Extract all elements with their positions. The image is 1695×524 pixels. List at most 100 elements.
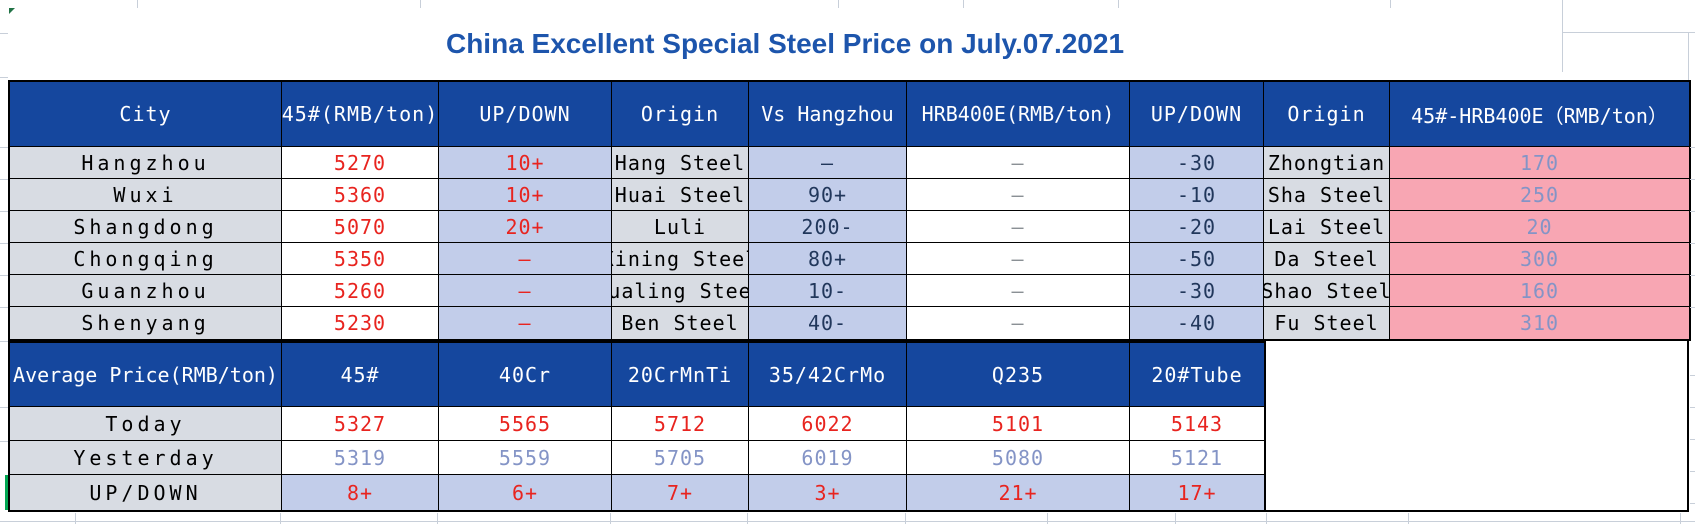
cell-45-origin[interactable]: Xining Steel — [612, 243, 749, 275]
cell-45-updown[interactable]: 20+ — [439, 211, 612, 243]
cell-city[interactable]: Wuxi — [10, 179, 282, 211]
empty-region[interactable] — [1266, 341, 1689, 512]
cell-diff[interactable]: 250 — [1390, 179, 1689, 211]
cell-row-label[interactable]: UP/DOWN — [10, 475, 282, 510]
cell-vs-hangzhou[interactable]: 80+ — [749, 243, 907, 275]
gridline — [1690, 243, 1695, 244]
cell-hrb400e-updown[interactable]: -20 — [1130, 211, 1264, 243]
cell-average-value[interactable]: 6022 — [749, 407, 907, 441]
header-average-price[interactable]: Average Price(RMB/ton) — [10, 343, 282, 407]
cell-average-value[interactable]: 3+ — [749, 475, 907, 510]
header-35-42crmo[interactable]: 35/42CrMo — [749, 343, 907, 407]
cell-45-price[interactable]: 5360 — [282, 179, 439, 211]
cell-average-value[interactable]: 5559 — [439, 441, 612, 475]
header-q235[interactable]: Q235 — [907, 343, 1130, 407]
cell-average-value[interactable]: 5121 — [1130, 441, 1264, 475]
header-hrb400e-price[interactable]: HRB400E(RMB/ton) — [907, 82, 1130, 147]
cell-hrb400e-price[interactable]: – — [907, 307, 1130, 339]
cell-hrb400e-price[interactable]: – — [907, 179, 1130, 211]
cell-45-price[interactable]: 5260 — [282, 275, 439, 307]
cell-diff[interactable]: 300 — [1390, 243, 1689, 275]
cell-45-updown[interactable]: – — [439, 307, 612, 339]
gridline — [0, 211, 8, 212]
gridline — [0, 407, 8, 408]
cell-hrb400e-origin[interactable]: Sha Steel — [1264, 179, 1390, 211]
header-diff-45-hrb400e[interactable]: 45#-HRB400E（RMB/ton） — [1390, 82, 1689, 147]
cell-hrb400e-origin[interactable]: Da Steel — [1264, 243, 1390, 275]
cell-average-value[interactable]: 21+ — [907, 475, 1130, 510]
cell-hrb400e-updown[interactable]: -30 — [1130, 147, 1264, 179]
gridline — [1680, 513, 1681, 524]
cell-45-price[interactable]: 5350 — [282, 243, 439, 275]
gridline — [0, 307, 8, 308]
cell-hrb400e-price[interactable]: – — [907, 147, 1130, 179]
header-origin-45[interactable]: Origin — [612, 82, 749, 147]
header-20tube[interactable]: 20#Tube — [1130, 343, 1264, 407]
cell-error-indicator-icon — [9, 8, 15, 14]
cell-average-value[interactable]: 5080 — [907, 441, 1130, 475]
cell-city[interactable]: Hangzhou — [10, 147, 282, 179]
cell-45-price[interactable]: 5070 — [282, 211, 439, 243]
cell-hrb400e-origin[interactable]: Lai Steel — [1264, 211, 1390, 243]
cell-hrb400e-updown[interactable]: -10 — [1130, 179, 1264, 211]
cell-45-updown[interactable]: 10+ — [439, 179, 612, 211]
cell-45-price[interactable]: 5230 — [282, 307, 439, 339]
header-vs-hangzhou[interactable]: Vs Hangzhou — [749, 82, 907, 147]
cell-hrb400e-updown[interactable]: -30 — [1130, 275, 1264, 307]
cell-hrb400e-origin[interactable]: Zhongtian — [1264, 147, 1390, 179]
cell-45-updown[interactable]: – — [439, 243, 612, 275]
cell-average-value[interactable]: 5565 — [439, 407, 612, 441]
cell-average-value[interactable]: 5319 — [282, 441, 439, 475]
cell-vs-hangzhou[interactable]: 200- — [749, 211, 907, 243]
cell-45-origin[interactable]: Ben Steel — [612, 307, 749, 339]
cell-vs-hangzhou[interactable]: 10- — [749, 275, 907, 307]
header-45[interactable]: 45# — [282, 343, 439, 407]
header-45-price[interactable]: 45#(RMB/ton) — [282, 82, 439, 147]
cell-diff[interactable]: 20 — [1390, 211, 1689, 243]
cell-45-updown[interactable]: – — [439, 275, 612, 307]
cell-diff[interactable]: 310 — [1390, 307, 1689, 339]
cell-vs-hangzhou[interactable]: 40- — [749, 307, 907, 339]
cell-vs-hangzhou[interactable]: 90+ — [749, 179, 907, 211]
cell-diff[interactable]: 160 — [1390, 275, 1689, 307]
cell-diff[interactable]: 170 — [1390, 147, 1689, 179]
cell-row-label[interactable]: Yesterday — [10, 441, 282, 475]
cell-vs-hangzhou[interactable]: – — [749, 147, 907, 179]
cell-average-value[interactable]: 17+ — [1130, 475, 1264, 510]
cell-average-value[interactable]: 5705 — [612, 441, 749, 475]
cell-average-value[interactable]: 5712 — [612, 407, 749, 441]
cell-city[interactable]: Shenyang — [10, 307, 282, 339]
cell-hrb400e-price[interactable]: – — [907, 243, 1130, 275]
cell-hrb400e-origin[interactable]: Fu Steel — [1264, 307, 1390, 339]
header-updown-45[interactable]: UP/DOWN — [439, 82, 612, 147]
header-20crmnti[interactable]: 20CrMnTi — [612, 343, 749, 407]
header-40cr[interactable]: 40Cr — [439, 343, 612, 407]
header-city[interactable]: City — [10, 82, 282, 147]
cell-average-value[interactable]: 6+ — [439, 475, 612, 510]
cell-average-value[interactable]: 8+ — [282, 475, 439, 510]
cell-city[interactable]: Guanzhou — [10, 275, 282, 307]
gridline — [420, 0, 421, 8]
cell-average-value[interactable]: 6019 — [749, 441, 907, 475]
cell-city[interactable]: Shangdong — [10, 211, 282, 243]
cell-average-value[interactable]: 5327 — [282, 407, 439, 441]
cell-row-label[interactable]: Today — [10, 407, 282, 441]
cell-city[interactable]: Chongqing — [10, 243, 282, 275]
cell-45-origin[interactable]: Hang Steel — [612, 147, 749, 179]
cell-hrb400e-price[interactable]: – — [907, 275, 1130, 307]
cell-hrb400e-updown[interactable]: -40 — [1130, 307, 1264, 339]
cell-45-origin[interactable]: Huai Steel — [612, 179, 749, 211]
cell-average-value[interactable]: 7+ — [612, 475, 749, 510]
cell-45-updown[interactable]: 10+ — [439, 147, 612, 179]
cell-45-origin[interactable]: Luli — [612, 211, 749, 243]
header-updown-hrb400e[interactable]: UP/DOWN — [1130, 82, 1264, 147]
table-title[interactable]: China Excellent Special Steel Price on J… — [8, 8, 1562, 80]
cell-hrb400e-price[interactable]: – — [907, 211, 1130, 243]
header-origin-hrb400e[interactable]: Origin — [1264, 82, 1390, 147]
cell-hrb400e-origin[interactable]: Shao Steel — [1264, 275, 1390, 307]
cell-45-price[interactable]: 5270 — [282, 147, 439, 179]
cell-45-origin[interactable]: Hualing Steel — [612, 275, 749, 307]
cell-average-value[interactable]: 5143 — [1130, 407, 1264, 441]
cell-average-value[interactable]: 5101 — [907, 407, 1130, 441]
cell-hrb400e-updown[interactable]: -50 — [1130, 243, 1264, 275]
